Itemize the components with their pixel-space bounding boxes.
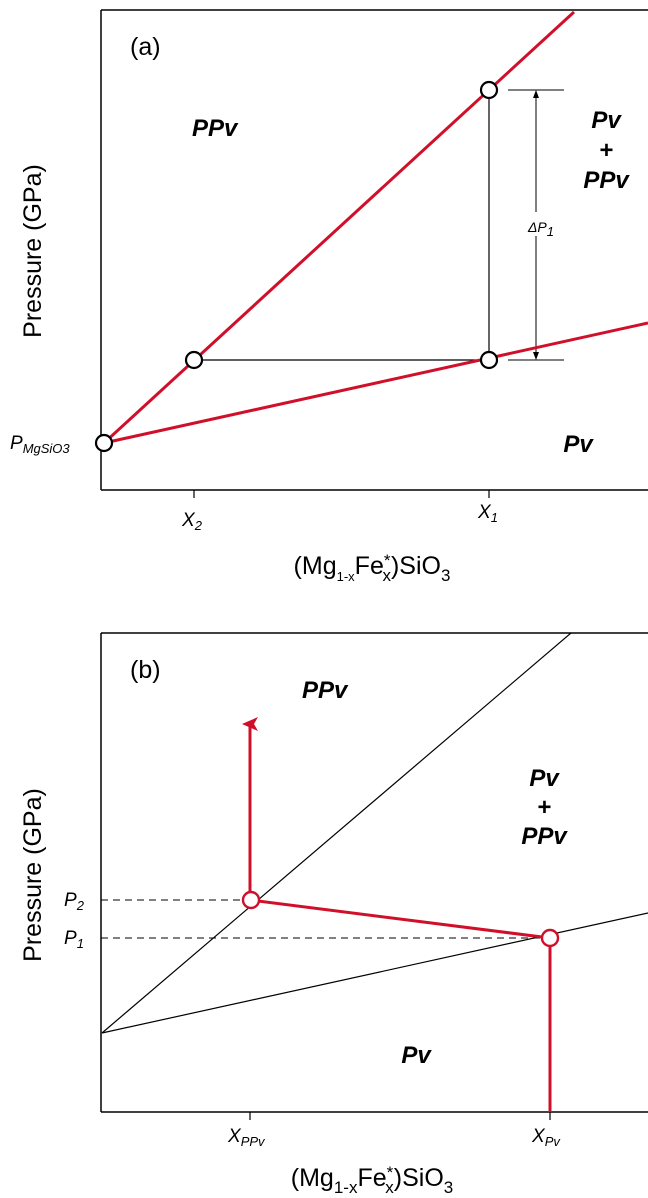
panel-a-pv-boundary: [103, 321, 648, 445]
panel-b-point-p2: [241, 890, 261, 910]
panel-a-point-x1-low: [479, 350, 499, 370]
panel-b-x-axis-label: (Mg1-xFe* x)SiO3: [291, 1163, 453, 1197]
panel-b-region-plus: +: [537, 794, 551, 821]
panel-a-ppv-boundary: [102, 10, 576, 445]
panel-b-y-tick-p1: P1: [64, 928, 84, 951]
panel-b-region-pv-top: Pv: [529, 765, 560, 792]
panel-a-region-ppv: PPv: [192, 115, 239, 142]
panel-a-delta-label: ΔP1: [527, 219, 554, 239]
panel-a-region-plus: +: [599, 137, 613, 164]
panel-a-tag: (a): [130, 33, 161, 61]
panel-b-y-axis-label: Pressure (GPa): [19, 788, 47, 962]
panel-b-pv-boundary: [101, 912, 648, 1034]
panel-a-point-x2: [184, 350, 204, 370]
panel-b-x-tick-xppv: XPPv: [227, 1126, 266, 1149]
panel-a-point-x1-high: [479, 80, 499, 100]
panel-a: ΔP1 (a) PPv Pv + PPv Pv PMgSiO3 X2 X1 Pr…: [10, 9, 648, 585]
panel-a-point-pmgsio3: [94, 433, 114, 453]
panel-a-region-pv: Pv: [563, 431, 594, 458]
panel-a-region-ppv-bottom: PPv: [583, 167, 630, 194]
panel-b-region-pv: Pv: [401, 1042, 432, 1069]
panel-a-x-axis-label: (Mg1-xFe* x)SiO3: [294, 551, 451, 585]
panel-b-x-tick-xpv: XPv: [531, 1126, 561, 1149]
panel-a-y-tick-pmgsio3: PMgSiO3: [10, 433, 70, 456]
panel-a-region-pv-top: Pv: [591, 107, 622, 134]
panel-b-region-ppv: PPv: [302, 677, 349, 704]
panel-a-y-axis-label: Pressure (GPa): [19, 164, 47, 338]
panel-a-x-tick-x2: X2: [181, 510, 203, 533]
panel-a-x-tick-x1: X1: [477, 502, 498, 525]
panel-b: (b) PPv Pv + PPv Pv P2 P1 XPPv XPv Press…: [19, 632, 648, 1197]
panel-b-y-tick-p2: P2: [64, 890, 85, 913]
panel-b-tag: (b): [130, 656, 161, 684]
panel-b-red-tie-line: [249, 898, 551, 940]
panel-b-region-ppv-bottom: PPv: [521, 823, 568, 850]
panel-b-ppv-boundary: [101, 632, 572, 1034]
panel-b-point-p1: [540, 928, 560, 948]
